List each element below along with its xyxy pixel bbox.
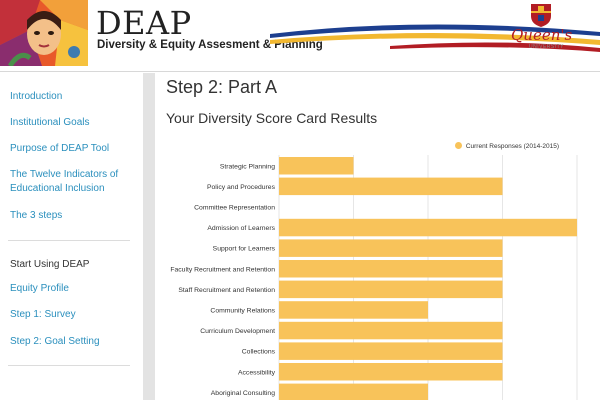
chart-legend: Current Responses (2014-2015) xyxy=(455,142,559,150)
brand-subtitle: Diversity & Equity Assesment & Planning xyxy=(97,39,323,51)
score-card-chart: Strategic Planning Policy and Procedures C… xyxy=(170,155,578,400)
score-bar[interactable] xyxy=(279,280,503,299)
category-label: Aboriginal Consulting xyxy=(211,390,275,397)
category-label: Curriculum Development xyxy=(200,328,275,335)
sidebar-link-twelve-indicators[interactable]: The Twelve Indicators of Educational Inc… xyxy=(10,169,119,194)
category-label: Faculty Recruitment and Retention xyxy=(170,266,275,273)
category-label: Accessibility xyxy=(238,369,276,376)
page-title: Step 2: Part A xyxy=(166,77,278,97)
category-label: Support for Learners xyxy=(213,246,276,253)
sidebar-link-step1-survey[interactable]: Step 1: Survey xyxy=(10,309,76,320)
category-label: Admission of Learners xyxy=(207,225,275,232)
legend-swatch xyxy=(455,142,462,149)
category-label: Committee Representation xyxy=(194,204,275,211)
category-label: Policy and Procedures xyxy=(207,184,276,191)
crest-icon xyxy=(531,4,551,27)
sidebar-link-introduction[interactable]: Introduction xyxy=(10,91,63,102)
main-content: Step 2: Part A Your Diversity Score Card… xyxy=(155,73,600,400)
queens-logo[interactable]: Queen's UNIVERSITY xyxy=(505,2,595,54)
category-label: Strategic Planning xyxy=(220,163,275,170)
sidebar-nav: Introduction Institutional Goals Purpose… xyxy=(0,73,143,400)
score-bar[interactable] xyxy=(279,239,503,257)
deap-logo-art xyxy=(0,0,88,66)
sidebar-link-three-steps[interactable]: The 3 steps xyxy=(10,210,63,221)
sidebar-link-equity-profile[interactable]: Equity Profile xyxy=(10,283,69,294)
brand-title: DEAP xyxy=(96,4,192,42)
score-bar[interactable] xyxy=(279,321,503,340)
score-bar[interactable] xyxy=(279,260,503,278)
score-bar[interactable] xyxy=(279,301,428,319)
university-name: Queen's xyxy=(511,26,573,44)
sidebar-divider xyxy=(8,240,130,241)
category-label: Staff Recruitment and Retention xyxy=(178,287,275,294)
sidebar-link-institutional-goals[interactable]: Institutional Goals xyxy=(10,117,90,128)
score-bar[interactable] xyxy=(279,177,503,196)
category-label: Collections xyxy=(242,349,276,356)
sidebar-scrollbar[interactable] xyxy=(143,73,155,400)
section-title: Your Diversity Score Card Results xyxy=(166,110,378,126)
category-label: Community Relations xyxy=(210,307,275,314)
site-header: DEAP Diversity & Equity Assesment & Plan… xyxy=(0,0,600,72)
score-bar[interactable] xyxy=(279,157,354,175)
header-swoosh xyxy=(270,24,600,52)
sidebar-link-purpose[interactable]: Purpose of DEAP Tool xyxy=(10,143,110,154)
score-bar[interactable] xyxy=(279,218,577,237)
sidebar-link-step2-goal-setting[interactable]: Step 2: Goal Setting xyxy=(10,336,100,347)
score-bar[interactable] xyxy=(279,342,503,360)
sidebar-divider xyxy=(8,365,130,366)
sidebar-section-heading: Start Using DEAP xyxy=(10,259,90,270)
score-bar[interactable] xyxy=(279,383,428,400)
score-bar[interactable] xyxy=(279,363,503,381)
university-sub: UNIVERSITY xyxy=(529,44,565,50)
legend-label: Current Responses (2014-2015) xyxy=(465,143,560,150)
